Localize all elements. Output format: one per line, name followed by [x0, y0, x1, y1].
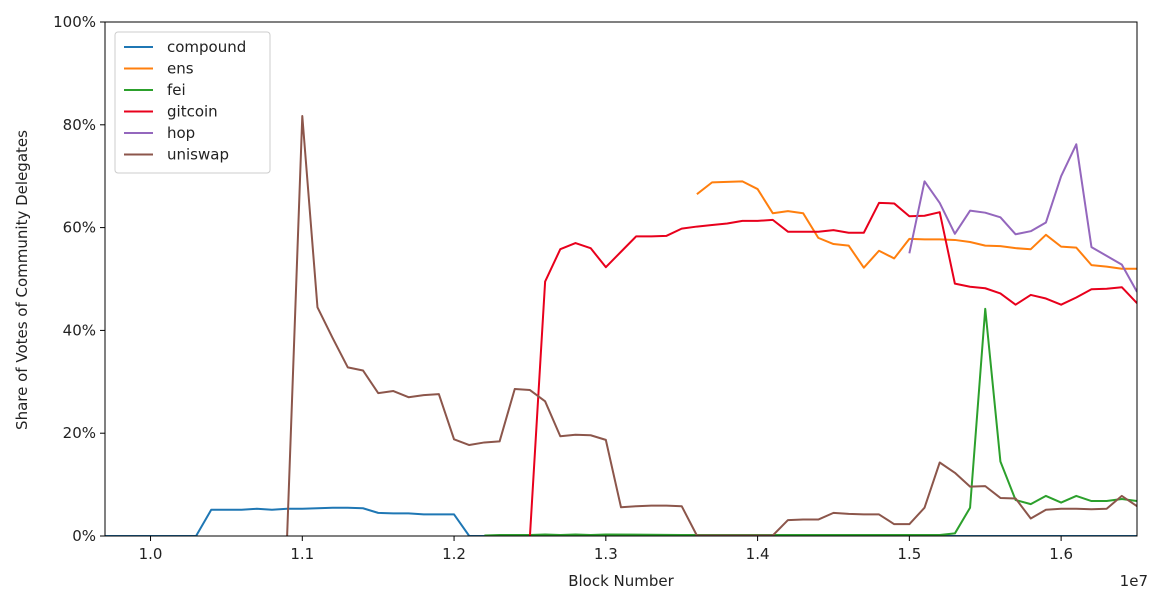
legend-label-hop: hop	[167, 124, 195, 142]
y-tick-label: 60%	[63, 219, 96, 237]
y-tick-label: 20%	[63, 424, 96, 442]
x-tick-label: 1.2	[442, 545, 466, 563]
y-tick-label: 40%	[63, 321, 96, 339]
x-tick-label: 1.4	[746, 545, 770, 563]
y-axis-label: Share of Votes of Community Delegates	[13, 130, 31, 430]
series-line-uniswap	[286, 115, 1137, 536]
y-tick-label: 0%	[72, 527, 96, 545]
legend-label-compound: compound	[167, 38, 246, 56]
plot-frame	[104, 21, 1138, 537]
x-tick-label: 1.1	[290, 545, 314, 563]
series-line-fei	[484, 307, 1137, 536]
x-tick-label: 1.3	[594, 545, 618, 563]
x-tick-label: 1.6	[1049, 545, 1073, 563]
legend-box	[114, 31, 271, 174]
y-tick-label: 100%	[53, 13, 96, 31]
legend: compound ens fei gitcoin hop uniswap	[114, 31, 271, 174]
legend-label-fei: fei	[167, 81, 186, 99]
series-line-compound	[105, 506, 1137, 536]
x-tick-label: 1.0	[139, 545, 163, 563]
plot-area	[105, 115, 1137, 536]
series-line-gitcoin	[528, 201, 1137, 536]
legend-label-uniswap: uniswap	[167, 146, 229, 164]
legend-label-gitcoin: gitcoin	[167, 103, 218, 121]
x-axis-offset-label: 1e7	[1120, 572, 1148, 590]
x-axis-label: Block Number	[568, 572, 674, 590]
axes: 1.0 1.1 1.2 1.3 1.4 1.5 1.6 0% 20% 40% 60% 80% 100%	[53, 13, 1138, 563]
series-line-hop	[908, 143, 1137, 293]
series-line-ens	[696, 180, 1137, 270]
x-tick-label: 1.5	[897, 545, 921, 563]
series-lines	[105, 115, 1137, 536]
y-tick-label: 80%	[63, 116, 96, 134]
legend-label-ens: ens	[167, 60, 194, 78]
